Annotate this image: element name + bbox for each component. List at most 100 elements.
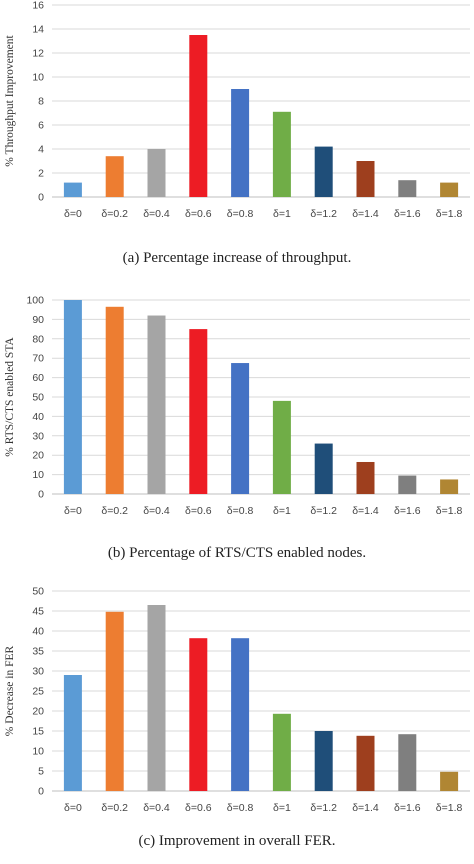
- x-tick-label: δ=1.6: [394, 802, 421, 814]
- bar-2: [147, 605, 166, 791]
- x-tick-label: δ=0.2: [101, 208, 128, 220]
- bar-0: [63, 300, 82, 494]
- bar-8: [398, 180, 417, 197]
- bar-5: [272, 400, 291, 494]
- bar-0: [63, 182, 82, 197]
- y-tick-label: 0: [38, 786, 44, 798]
- bar-4: [231, 363, 250, 494]
- y-tick-label: 5: [38, 766, 44, 778]
- y-tick-label: 70: [32, 353, 44, 365]
- y-tick-label: 0: [38, 192, 44, 204]
- x-tick-label: δ=0.8: [227, 505, 254, 517]
- bar-5: [272, 713, 291, 791]
- y-tick-label: 50: [32, 392, 44, 404]
- y-tick-label: 12: [32, 48, 44, 60]
- x-tick-label: δ=1.6: [394, 208, 421, 220]
- x-tick-label: δ=0.4: [143, 505, 170, 517]
- y-tick-label: 60: [32, 372, 44, 384]
- x-tick-label: δ=1.8: [436, 208, 463, 220]
- x-tick-label: δ=1.8: [436, 802, 463, 814]
- y-tick-label: 15: [32, 726, 44, 738]
- bar-2: [147, 315, 166, 494]
- bar-3: [189, 329, 208, 494]
- bar-1: [105, 306, 124, 494]
- x-tick-label: δ=0: [64, 802, 82, 814]
- y-tick-label: 20: [32, 450, 44, 462]
- chart-b: 0 10 20 30 40 50 60 70 80 90 100 % RTS/CTS enabled …: [4, 295, 470, 517]
- x-tick-label: δ=0: [64, 208, 82, 220]
- bar-7: [356, 461, 375, 494]
- bar-9: [440, 771, 459, 791]
- bar-6: [314, 731, 333, 791]
- y-tick-label: 0: [38, 489, 44, 501]
- x-tick-label: δ=1.6: [394, 505, 421, 517]
- x-tick-label: δ=1.4: [352, 802, 379, 814]
- y-tick-label: 8: [38, 96, 44, 108]
- bar-1: [105, 611, 124, 791]
- y-axis-label: % RTS/CTS enabled STA: [4, 337, 16, 457]
- bar-9: [440, 182, 459, 197]
- x-tick-label: δ=0.8: [227, 208, 254, 220]
- bar-0: [63, 675, 82, 791]
- x-tick-label: δ=0.6: [185, 505, 212, 517]
- x-tick-label: δ=1.2: [310, 505, 337, 517]
- y-tick-label: 14: [32, 24, 44, 36]
- chart-panel-a: 0 2 4 6 8 10 12 14 16 % Throughput Improvement δ=0…: [0, 0, 474, 280]
- bar-2: [147, 149, 166, 197]
- bar-4: [231, 638, 250, 791]
- y-tick-label: 6: [38, 120, 44, 132]
- y-tick-label: 10: [32, 746, 44, 758]
- y-tick-label: 30: [32, 666, 44, 678]
- y-tick-label: 40: [32, 411, 44, 423]
- caption-a: (a) Percentage increase of throughput.: [122, 250, 352, 266]
- x-tick-label: δ=1.8: [436, 505, 463, 517]
- y-tick-label: 100: [26, 295, 44, 307]
- bar-7: [356, 735, 375, 791]
- y-tick-label: 80: [32, 333, 44, 345]
- y-tick-label: 35: [32, 646, 44, 658]
- y-tick-label: 30: [32, 430, 44, 442]
- y-tick-label: 2: [38, 168, 44, 180]
- y-tick-label: 25: [32, 686, 44, 698]
- x-tick-label: δ=0.8: [227, 802, 254, 814]
- y-tick-label: 40: [32, 626, 44, 638]
- bar-3: [189, 638, 208, 791]
- x-tick-label: δ=0.4: [143, 802, 170, 814]
- y-tick-label: 4: [38, 144, 44, 156]
- x-tick-label: δ=0.2: [101, 802, 128, 814]
- x-tick-label: δ=1.4: [352, 505, 379, 517]
- x-tick-label: δ=1.4: [352, 208, 379, 220]
- y-axis-label: % Throughput Improvement: [4, 35, 16, 167]
- chart-panel-c: 0 5 10 15 20 25 30 35 40 45 50 % Decrease in FER δ=0…: [0, 575, 474, 864]
- chart-c: 0 5 10 15 20 25 30 35 40 45 50 % Decrease in FER δ=0…: [4, 586, 470, 814]
- x-tick-label: δ=0.6: [185, 802, 212, 814]
- bar-8: [398, 734, 417, 791]
- caption-c: (c) Improvement in overall FER.: [138, 833, 336, 849]
- bar-9: [440, 479, 459, 494]
- bar-3: [189, 35, 208, 197]
- bar-1: [105, 156, 124, 197]
- x-tick-label: δ=0: [64, 505, 82, 517]
- y-tick-label: 50: [32, 586, 44, 598]
- y-tick-label: 10: [32, 72, 44, 84]
- y-tick-label: 90: [32, 314, 44, 326]
- bar-8: [398, 475, 417, 494]
- bar-6: [314, 443, 333, 494]
- bar-4: [231, 89, 250, 197]
- caption-b: (b) Percentage of RTS/CTS enabled nodes.: [107, 545, 367, 561]
- bar-5: [272, 111, 291, 197]
- x-tick-label: δ=1: [273, 802, 291, 814]
- x-tick-label: δ=1: [273, 505, 291, 517]
- x-tick-label: δ=1.2: [310, 802, 337, 814]
- x-tick-label: δ=0.4: [143, 208, 170, 220]
- chart-a: 0 2 4 6 8 10 12 14 16 % Throughput Improvement δ=0…: [4, 0, 470, 220]
- chart-panel-b: 0 10 20 30 40 50 60 70 80 90 100 % RTS/CTS enabled …: [0, 285, 474, 575]
- y-tick-label: 45: [32, 606, 44, 618]
- bar-6: [314, 146, 333, 197]
- y-tick-label: 20: [32, 706, 44, 718]
- y-tick-label: 10: [32, 469, 44, 481]
- x-tick-label: δ=1.2: [310, 208, 337, 220]
- x-tick-label: δ=1: [273, 208, 291, 220]
- y-tick-label: 16: [32, 0, 44, 12]
- y-axis-label: % Decrease in FER: [4, 645, 16, 736]
